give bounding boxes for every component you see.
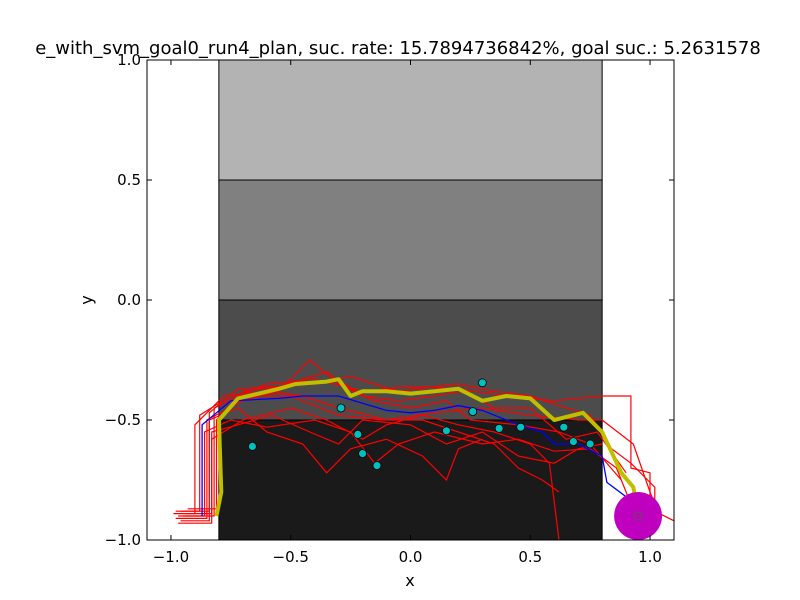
background-regions bbox=[218, 59, 603, 541]
goal-circle bbox=[614, 492, 663, 540]
plan-path bbox=[214, 377, 641, 517]
red-trajectory-6 bbox=[182, 395, 560, 517]
point-6 bbox=[468, 407, 478, 417]
region-1 bbox=[218, 179, 603, 301]
blue-trajectory bbox=[201, 395, 651, 516]
x-axis-label: x bbox=[405, 571, 414, 590]
region-2 bbox=[218, 299, 603, 421]
red-trajectory-4 bbox=[180, 371, 627, 522]
y-tick-label-1: −0.5 bbox=[105, 411, 141, 429]
point-3 bbox=[358, 449, 367, 459]
plan-path-group bbox=[214, 377, 641, 517]
region-3 bbox=[218, 419, 603, 541]
goal-group bbox=[614, 492, 663, 540]
blue-trajectory-group bbox=[201, 395, 651, 516]
point-5 bbox=[442, 426, 451, 436]
red-trajectory-7 bbox=[180, 407, 483, 512]
point-1 bbox=[336, 403, 346, 413]
point-12 bbox=[585, 439, 595, 449]
red-trajectory-3 bbox=[175, 359, 622, 520]
goal-center-marker bbox=[633, 511, 643, 521]
red-trajectory-0 bbox=[175, 378, 651, 516]
x-tick-label-1: −0.5 bbox=[273, 548, 309, 566]
y-axis-label: y bbox=[77, 295, 96, 304]
point-4 bbox=[372, 461, 382, 471]
point-7 bbox=[477, 378, 487, 388]
chart-title: e_with_svm_goal0_run4_plan, suc. rate: 1… bbox=[35, 38, 761, 59]
y-tick-label-3: 0.5 bbox=[117, 171, 141, 189]
point-9 bbox=[516, 422, 526, 432]
y-tick-label-4: 1.0 bbox=[117, 51, 141, 69]
point-0 bbox=[247, 441, 257, 451]
region-0 bbox=[218, 59, 603, 181]
point-2 bbox=[353, 429, 363, 439]
scatter-points bbox=[247, 378, 595, 471]
x-tick-label-3: 0.5 bbox=[518, 548, 542, 566]
point-8 bbox=[494, 423, 504, 433]
y-tick-label-2: 0.0 bbox=[117, 291, 141, 309]
x-tick-label-4: 1.0 bbox=[638, 548, 662, 566]
y-tick-label-0: −1.0 bbox=[105, 531, 141, 549]
red-trajectory-1 bbox=[173, 390, 656, 515]
point-10 bbox=[559, 422, 569, 432]
x-tick-label-0: −1.0 bbox=[153, 548, 189, 566]
axis-ticks: −1.0 −0.5 0.0 0.5 1.0 −1.0 −0.5 0.0 0.5 1.0 bbox=[105, 51, 674, 566]
point-11 bbox=[568, 437, 578, 447]
x-tick-label-2: 0.0 bbox=[399, 548, 423, 566]
